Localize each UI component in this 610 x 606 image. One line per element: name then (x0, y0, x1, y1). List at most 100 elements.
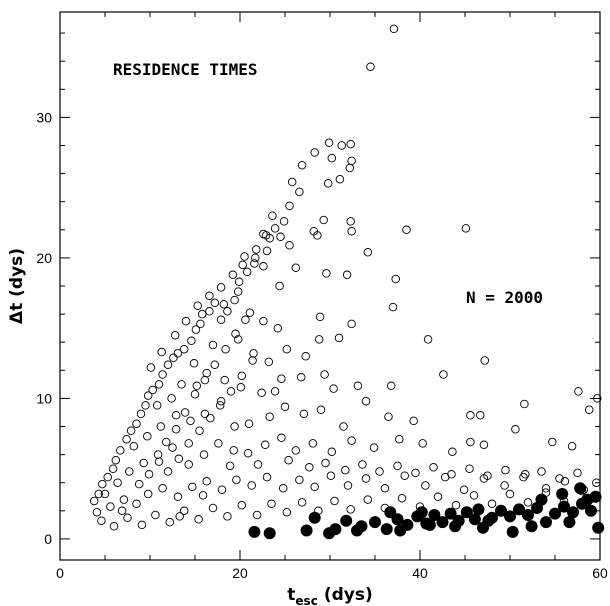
open-data-point (319, 215, 328, 225)
open-data-point (500, 481, 509, 490)
open-data-point (141, 401, 150, 410)
open-data-point (191, 325, 201, 334)
open-data-point (173, 492, 183, 502)
open-data-point (324, 138, 334, 147)
open-data-point (447, 470, 456, 479)
open-data-point (361, 396, 371, 406)
open-data-point (146, 363, 156, 372)
open-data-point (341, 465, 350, 475)
open-data-point (305, 463, 314, 472)
open-data-point (297, 160, 307, 170)
open-data-point (161, 437, 171, 447)
open-data-point (323, 179, 333, 188)
open-data-point (221, 344, 230, 354)
open-data-point (345, 163, 355, 173)
open-data-point (157, 347, 166, 357)
open-data-point (466, 411, 475, 420)
open-data-point (94, 489, 103, 499)
open-data-point (285, 241, 294, 250)
open-data-point (156, 422, 166, 431)
filled-data-point (340, 514, 353, 527)
open-data-point (243, 448, 253, 458)
open-data-point (548, 437, 557, 447)
open-data-point (334, 333, 344, 343)
open-data-point (100, 489, 110, 499)
open-data-point (423, 335, 433, 344)
open-data-point (330, 496, 339, 506)
filled-data-point (248, 525, 261, 538)
open-data-point (276, 232, 285, 242)
open-data-point (297, 498, 307, 507)
open-data-point (192, 381, 202, 391)
open-data-point (179, 506, 189, 516)
open-data-point (196, 319, 205, 329)
open-data-point (109, 522, 119, 531)
open-data-point (347, 319, 356, 329)
open-data-point (335, 174, 345, 184)
open-data-point (353, 381, 363, 391)
open-data-point (320, 370, 329, 379)
open-data-point (537, 467, 546, 476)
open-data-point (301, 352, 310, 361)
open-data-point (158, 484, 167, 493)
filled-data-point (563, 516, 576, 529)
y-tick-label: 10 (36, 390, 52, 406)
open-data-point (219, 300, 229, 309)
open-data-point (593, 394, 602, 403)
open-data-point (198, 491, 208, 500)
x-axis-label-unit: (dys) (324, 585, 373, 605)
open-data-point (171, 411, 181, 420)
open-data-point (285, 201, 294, 211)
open-data-point (295, 475, 304, 485)
open-data-point (505, 489, 515, 499)
open-data-point (122, 434, 131, 444)
open-data-point (261, 231, 271, 240)
filled-data-point (444, 507, 457, 520)
open-data-point (270, 224, 280, 233)
open-data-point (429, 463, 438, 472)
open-data-point (461, 224, 471, 233)
open-data-point (277, 374, 286, 383)
filled-data-point (394, 524, 407, 537)
open-data-point (466, 437, 475, 447)
open-data-point (310, 148, 319, 157)
open-data-point (144, 470, 154, 479)
open-data-point (194, 515, 203, 524)
open-data-point (92, 507, 102, 517)
filled-data-point (263, 527, 276, 540)
open-data-point (291, 446, 301, 455)
open-data-point (251, 245, 261, 254)
open-data-point (329, 384, 338, 393)
open-data-point (342, 270, 352, 280)
open-data-point (521, 470, 530, 479)
open-data-point (123, 513, 132, 523)
open-data-point (402, 225, 411, 235)
open-data-point (220, 375, 229, 385)
filled-data-point (574, 482, 587, 495)
open-data-point (262, 472, 272, 482)
x-tick-label: 60 (592, 565, 608, 581)
open-data-point (277, 433, 286, 443)
y-tick-label: 30 (36, 109, 52, 125)
open-data-point (214, 439, 223, 448)
open-data-point (282, 344, 292, 354)
open-data-point (287, 177, 297, 187)
filled-data-point (482, 514, 495, 527)
open-data-point (465, 464, 474, 473)
open-data-point (278, 484, 288, 493)
open-data-point (117, 506, 127, 516)
open-data-point (375, 467, 384, 476)
filled-data-point (308, 511, 321, 524)
open-data-point (152, 401, 162, 410)
open-data-point (363, 248, 373, 257)
open-data-point (148, 385, 157, 395)
open-data-point (163, 467, 173, 476)
open-data-point (584, 405, 594, 414)
open-data-point (541, 484, 551, 493)
open-data-point (257, 388, 266, 398)
open-data-point (233, 287, 243, 296)
open-data-point (259, 316, 268, 326)
data-points (89, 24, 605, 540)
y-tick-label: 0 (44, 531, 52, 547)
open-data-point (234, 277, 244, 287)
